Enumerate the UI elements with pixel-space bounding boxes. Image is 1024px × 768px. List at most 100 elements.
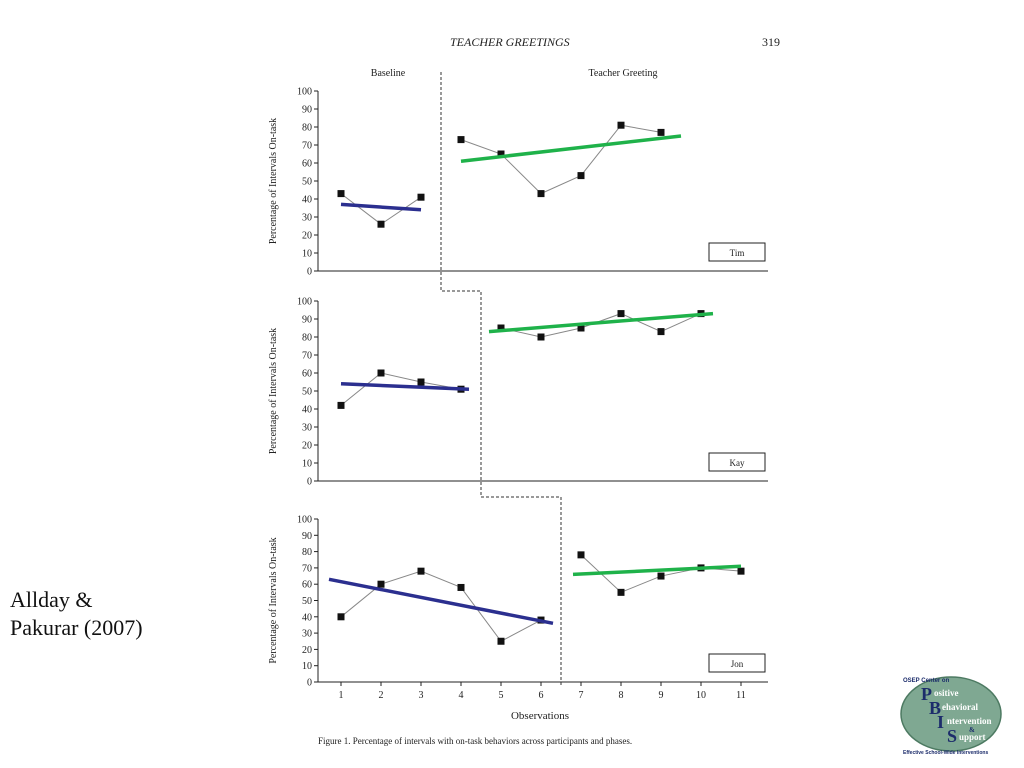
y-tick-label: 40 [302,405,312,416]
treatment-trend-line [488,311,714,334]
treatment-point [577,551,585,559]
panel-tim: 0 10 20 30 40 50 60 70 80 90 100 Percentage of Inte… [268,87,768,278]
phase-change-path [440,72,562,686]
svg-text:ehavioral: ehavioral [942,702,978,712]
svg-text:P: P [921,684,932,704]
svg-text:ositive: ositive [934,688,959,698]
y-tick-label: 40 [302,612,312,623]
y-tick-label: 90 [302,531,312,542]
y-tick-label: 0 [307,477,312,488]
participant-label: Tim [730,248,745,258]
figure-caption: Figure 1. Percentage of intervals with o… [318,736,632,746]
y-tick-label: 60 [302,159,312,170]
treatment-line [500,313,702,338]
x-tick-label: 1 [339,690,344,701]
y-tick-label: 80 [302,333,312,344]
treatment-point [617,121,625,129]
y-tick-label: 10 [302,249,312,260]
y-tick-label: 50 [302,596,312,607]
y-axis-label: Percentage of Intervals On-task [268,118,279,244]
y-axis-label: Percentage of Intervals On-task [268,537,279,663]
treatment-line [460,124,662,195]
treatment-point [577,172,585,180]
y-tick-label: 20 [302,645,312,656]
svg-text:B: B [929,698,941,718]
y-tick-label: 30 [302,213,312,224]
x-tick-label: 8 [619,690,624,701]
participant-label-box [708,653,766,673]
svg-text:Effective School-Wide Interven: Effective School-Wide Interventions [903,750,988,756]
baseline-line [340,372,462,406]
x-tick-label: 10 [696,690,706,701]
treatment-point [617,588,625,596]
baseline-point [337,190,345,198]
y-tick-label: 100 [297,297,312,308]
participant-label: Kay [730,458,745,468]
treatment-point [537,333,545,341]
participant-label: Jon [731,659,744,669]
running-head: TEACHER GREETINGS [450,35,570,49]
baseline-point [497,637,505,645]
svg-text:S: S [947,726,957,746]
x-axis: 1 2 3 4 5 6 7 8 9 10 11 [339,682,746,701]
treatment-point [657,128,665,136]
participant-label-box [708,242,766,262]
y-tick-label: 50 [302,387,312,398]
panel-jon: 0 10 20 30 40 50 60 70 80 90 100 Percentage of Inte… [268,515,768,689]
treatment-trend-line [460,134,682,163]
baseline-trend-line [340,202,422,212]
baseline-point [377,369,385,377]
y-tick-label: 80 [302,547,312,558]
baseline-point [377,220,385,228]
x-tick-label: 6 [539,690,544,701]
treatment-point [737,567,745,575]
y-tick-label: 0 [307,678,312,689]
citation-line-2: Pakurar (2007) [10,615,143,640]
y-tick-label: 20 [302,441,312,452]
y-tick-label: 70 [302,141,312,152]
treatment-point [537,190,545,198]
citation-line-1: Allday & [10,587,93,612]
svg-text:ntervention: ntervention [947,716,992,726]
participant-label-box [708,452,766,472]
phase-label-treatment: Teacher Greeting [589,68,658,79]
svg-text:upport: upport [959,732,986,742]
baseline-point [417,567,425,575]
x-tick-label: 3 [419,690,424,701]
x-tick-label: 2 [379,690,384,701]
pbis-logo: OSEP Center on P ositive B ehavioral I n… [900,676,1002,756]
treatment-point [577,324,585,332]
baseline-trend-line [328,577,554,626]
baseline-point [337,613,345,621]
y-tick-label: 0 [307,267,312,278]
y-tick-label: 60 [302,369,312,380]
treatment-point [657,572,665,580]
x-tick-label: 4 [459,690,464,701]
y-tick-label: 30 [302,629,312,640]
y-axis-label: Percentage of Intervals On-task [268,328,279,454]
treatment-point [497,150,505,158]
baseline-point [337,401,345,409]
x-tick-label: 7 [579,690,584,701]
citation: Allday & Pakurar (2007) [10,586,143,642]
y-tick-label: 30 [302,423,312,434]
y-tick-label: 80 [302,123,312,134]
baseline-point [377,580,385,588]
y-tick-label: 40 [302,195,312,206]
x-tick-label: 5 [499,690,504,701]
y-tick-label: 100 [297,515,312,526]
svg-text:&: & [969,726,975,734]
panel-kay: 0 10 20 30 40 50 60 70 80 90 100 Percentage of Inte… [268,297,768,488]
treatment-point [497,324,505,332]
y-tick-label: 50 [302,177,312,188]
y-tick-label: 20 [302,231,312,242]
treatment-point [617,310,625,318]
svg-text:OSEP Center on: OSEP Center on [903,678,950,684]
y-tick-label: 10 [302,459,312,470]
y-tick-label: 90 [302,315,312,326]
treatment-point [457,136,465,144]
treatment-point [657,328,665,336]
y-tick-label: 90 [302,105,312,116]
